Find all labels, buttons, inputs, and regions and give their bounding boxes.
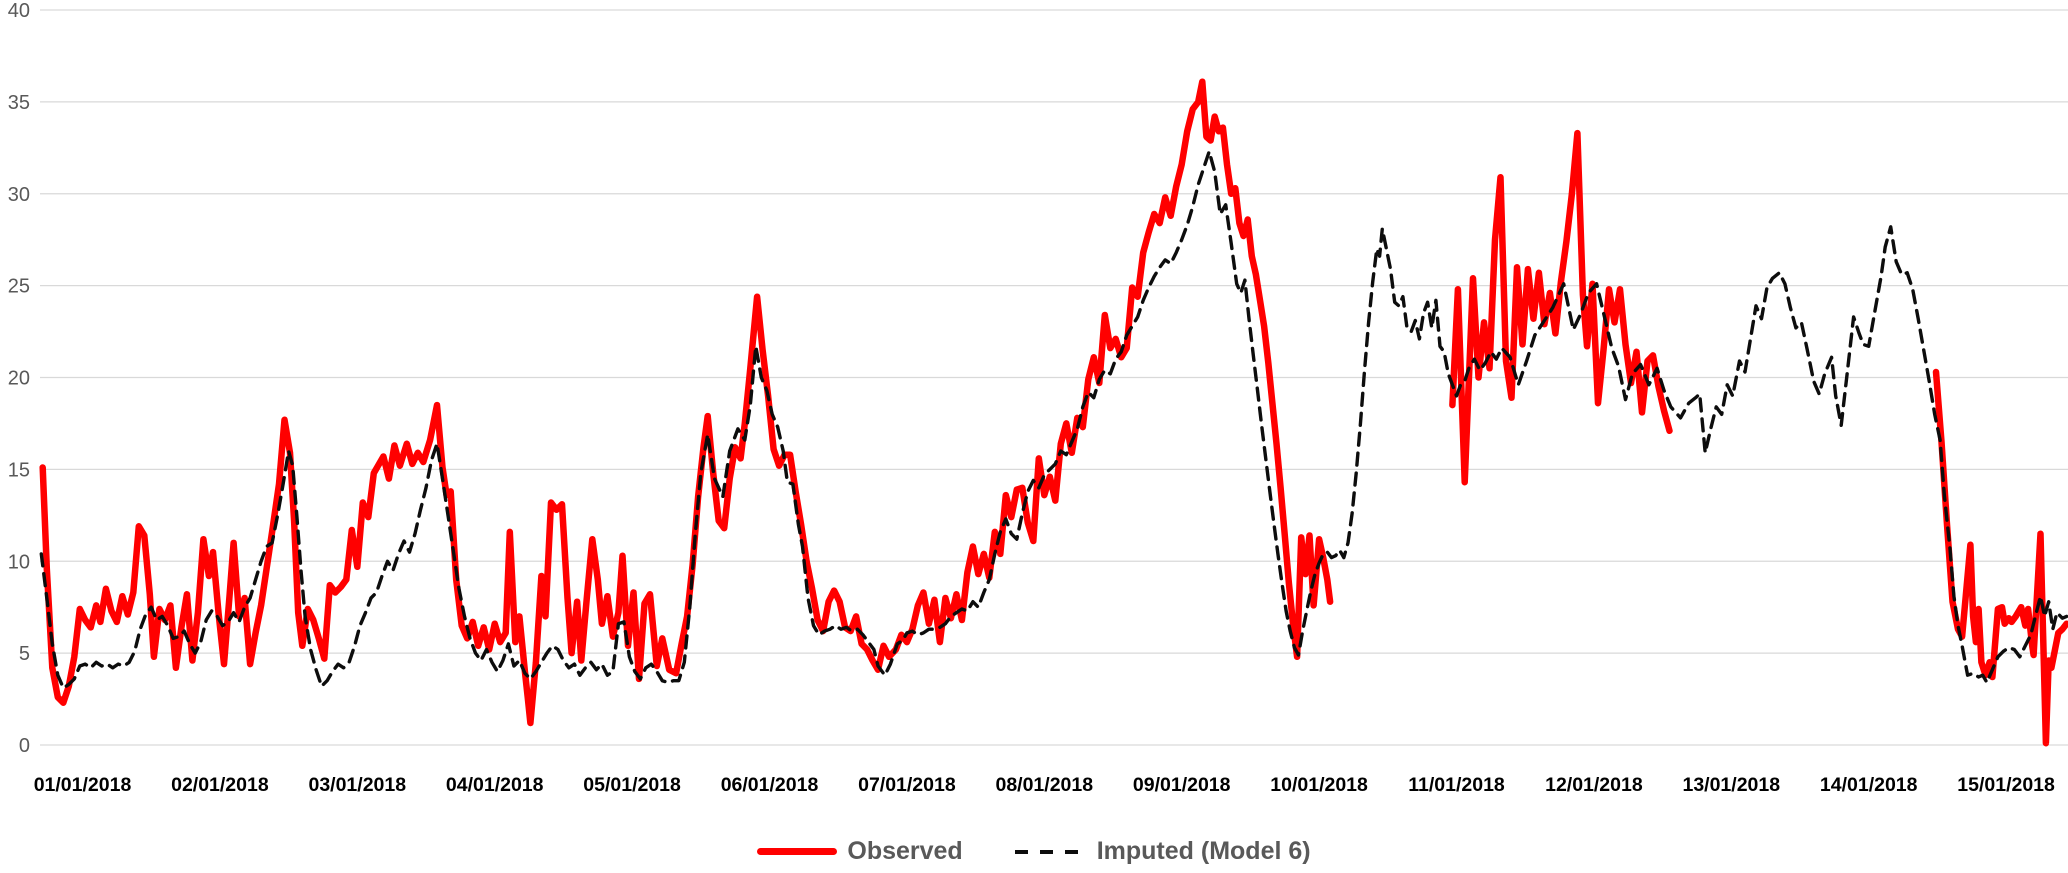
x-tick-label-1: 01/01/2018 bbox=[34, 774, 132, 796]
x-tick-label-12: 12/01/2018 bbox=[1545, 774, 1643, 796]
x-tick-label-5: 05/01/2018 bbox=[583, 774, 681, 796]
chart-svg: 0 5 10 15 20 25 30 35 40 01/01/2018 02/01/2018 03/… bbox=[8, 0, 2068, 796]
imputed-series-line bbox=[39, 149, 2068, 690]
x-tick-label-9: 09/01/2018 bbox=[1133, 774, 1231, 796]
x-tick-label-4: 04/01/2018 bbox=[446, 774, 544, 796]
observed-series-line-segment-1 bbox=[39, 78, 1334, 727]
y-tick-label-30: 30 bbox=[8, 184, 30, 206]
observed-line-swatch bbox=[757, 848, 838, 855]
y-tick-label-10: 10 bbox=[8, 551, 30, 573]
x-tick-label-10: 10/01/2018 bbox=[1270, 774, 1368, 796]
legend-label-imputed: Imputed (Model 6) bbox=[1096, 837, 1311, 865]
x-tick-label-11: 11/01/2018 bbox=[1408, 774, 1505, 796]
chart-legend: Observed Imputed (Model 6) bbox=[0, 830, 2068, 873]
y-tick-label-5: 5 bbox=[19, 643, 30, 665]
x-axis-labels-group: 01/01/2018 02/01/2018 03/01/2018 04/01/2018… bbox=[34, 774, 2055, 796]
x-tick-label-3: 03/01/2018 bbox=[308, 774, 406, 796]
y-tick-label-35: 35 bbox=[8, 92, 30, 114]
series-group bbox=[39, 78, 2068, 747]
x-tick-label-7: 07/01/2018 bbox=[858, 774, 956, 796]
observed-series-line-segment-2 bbox=[1449, 129, 1673, 486]
legend-item-observed: Observed bbox=[757, 837, 963, 866]
x-tick-label-8: 08/01/2018 bbox=[995, 774, 1093, 796]
imputed-line-swatch bbox=[1014, 849, 1087, 854]
legend-label-observed: Observed bbox=[847, 837, 963, 865]
x-tick-label-13: 13/01/2018 bbox=[1682, 774, 1780, 796]
y-axis-labels-group: 0 5 10 15 20 25 30 35 40 bbox=[8, 0, 30, 757]
x-tick-label-6: 06/01/2018 bbox=[721, 774, 819, 796]
y-tick-label-20: 20 bbox=[8, 368, 30, 390]
y-tick-label-40: 40 bbox=[8, 0, 30, 22]
y-tick-label-25: 25 bbox=[8, 276, 30, 298]
observed-series-line-segment-3 bbox=[1932, 368, 2068, 747]
gridlines-group bbox=[40, 9, 2068, 746]
y-tick-label-0: 0 bbox=[19, 735, 30, 757]
x-tick-label-2: 02/01/2018 bbox=[171, 774, 269, 796]
x-tick-label-14: 14/01/2018 bbox=[1820, 774, 1918, 796]
y-tick-label-15: 15 bbox=[8, 459, 30, 481]
x-tick-label-15: 15/01/2018 bbox=[1957, 774, 2055, 796]
legend-item-imputed: Imputed (Model 6) bbox=[1014, 837, 1311, 866]
